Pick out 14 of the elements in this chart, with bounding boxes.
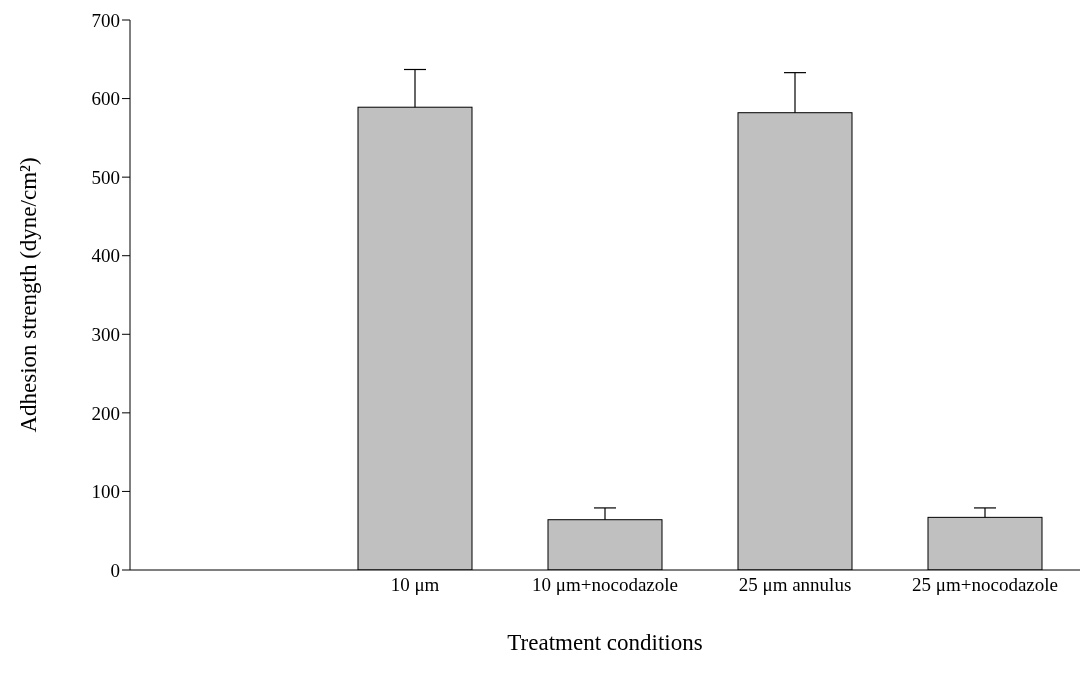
x-tick-label: 10 μm <box>390 574 440 596</box>
x-tick-label: 25 μm annulus <box>738 574 852 596</box>
x-tick-label: 25 μm+nocodazole <box>912 574 1058 596</box>
y-tick-label: 600 <box>91 88 120 110</box>
y-tick-label: 100 <box>91 481 120 503</box>
x-axis-title: Treatment conditions <box>507 630 703 655</box>
y-tick-label: 200 <box>91 402 120 424</box>
y-tick-label: 0 <box>110 559 120 581</box>
y-tick-label: 500 <box>91 166 120 188</box>
y-tick-label: 700 <box>91 9 120 31</box>
x-tick-label: 10 μm+nocodazole <box>532 574 678 596</box>
y-tick-label: 400 <box>91 245 120 267</box>
y-axis-title: Adhesion strength (dyne/cm²) <box>16 157 42 433</box>
y-tick-label: 300 <box>91 324 120 346</box>
